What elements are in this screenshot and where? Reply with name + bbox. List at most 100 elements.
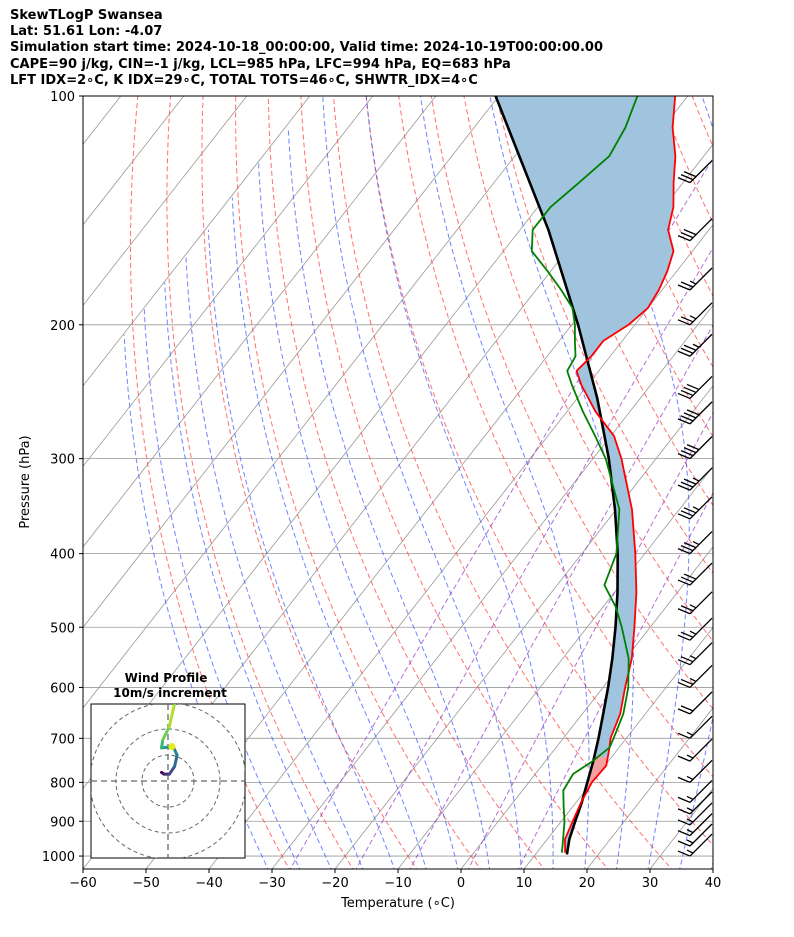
wind-barb xyxy=(677,302,713,326)
barb-staff xyxy=(689,467,713,491)
barb-staff xyxy=(689,562,713,586)
moist-adiabat xyxy=(123,334,269,869)
chart-title: SkewTLogP Swansea xyxy=(10,8,163,23)
wind-barb xyxy=(677,218,713,242)
barb-flag xyxy=(680,705,694,712)
barb-flag xyxy=(680,174,694,181)
y-tick-label: 1000 xyxy=(42,850,75,865)
wind-barb xyxy=(677,375,713,400)
x-tick-label: −40 xyxy=(195,876,222,891)
barb-flag xyxy=(683,386,697,394)
barb-half-flag xyxy=(689,280,697,285)
barb-staff xyxy=(689,802,713,826)
hodograph-plot xyxy=(91,704,245,858)
wind-barb xyxy=(677,833,713,857)
barb-staff xyxy=(689,333,713,357)
location-text: Lat: 51.61 Lon: -4.07 xyxy=(10,24,163,39)
fill-layer xyxy=(495,96,676,853)
wind-barb xyxy=(677,436,713,460)
wind-barb xyxy=(677,759,713,783)
barb-flag xyxy=(680,232,694,239)
barb-staff xyxy=(689,833,713,857)
y-tick-label: 300 xyxy=(50,453,75,468)
wind-barb xyxy=(677,642,713,666)
barb-staff xyxy=(689,218,713,242)
wind-barb xyxy=(677,791,713,815)
barb-flag xyxy=(677,819,691,826)
isotherm-line xyxy=(397,465,713,869)
barb-flag xyxy=(683,573,697,580)
dry-adiabat xyxy=(659,96,713,224)
barb-flag xyxy=(677,608,691,615)
barb-half-flag xyxy=(686,795,694,800)
barb-staff xyxy=(689,738,713,762)
barb-flag xyxy=(683,412,697,419)
barb-flag xyxy=(680,450,694,457)
mixing-ratio-line xyxy=(409,324,713,869)
barb-flag xyxy=(677,808,691,815)
barb-staff xyxy=(689,375,713,399)
temperature-profile-line xyxy=(564,96,677,853)
wind-barb xyxy=(677,160,713,184)
barb-flag xyxy=(677,418,691,425)
barb-flag xyxy=(677,579,691,586)
wind-barb xyxy=(677,496,713,520)
moist-adiabat xyxy=(580,96,690,869)
wind-barb xyxy=(677,531,713,555)
x-axis-label: Temperature (∘C) xyxy=(340,896,455,911)
wind-barb xyxy=(677,813,713,837)
barb-flag xyxy=(677,235,691,242)
dry-adiabat xyxy=(495,96,713,575)
barb-flag xyxy=(677,453,691,460)
barb-half-flag xyxy=(692,343,700,348)
barb-half-flag xyxy=(689,630,697,635)
wind-barb xyxy=(677,401,713,425)
dry-adiabat xyxy=(718,79,794,872)
axes: −60 −50 −40 −30 −20 −10 0 10 20 30 40 100 200 300 400 5… xyxy=(42,90,721,891)
y-tick-label: 800 xyxy=(50,776,75,791)
wind-barb xyxy=(677,267,713,291)
mixing-ratio-line xyxy=(289,157,713,869)
barb-staff xyxy=(689,401,713,425)
hodograph-segment xyxy=(170,704,176,717)
barb-staff xyxy=(689,813,713,837)
dry-adiabat xyxy=(365,96,713,846)
isotherm-line xyxy=(208,224,713,869)
wind-barbs xyxy=(677,160,713,857)
y-tick-label: 600 xyxy=(50,681,75,696)
y-tick-label: 100 xyxy=(50,90,75,105)
wind-barb xyxy=(677,664,713,689)
isotherm-line xyxy=(83,96,311,387)
moist-adiabat xyxy=(143,307,301,869)
barb-staff xyxy=(689,531,713,555)
barb-flag xyxy=(680,605,694,612)
indices-text-1: CAPE=90 j/kg, CIN=-1 j/kg, LCL=985 hPa, … xyxy=(10,57,511,72)
barb-staff xyxy=(689,791,713,815)
barb-flag xyxy=(677,796,691,804)
y-tick-label: 700 xyxy=(50,732,75,747)
x-tick-label: 10 xyxy=(516,876,533,891)
moist-adiabat xyxy=(365,96,554,869)
barb-flag xyxy=(683,229,697,236)
isotherm-line xyxy=(271,304,713,869)
barb-half-flag xyxy=(686,829,694,834)
moist-adiabat xyxy=(322,96,522,869)
wind-barb xyxy=(677,591,713,615)
hodograph-segment xyxy=(161,725,171,742)
cape-area xyxy=(495,96,676,853)
barb-flag xyxy=(686,409,700,416)
hodograph-segment xyxy=(167,765,177,776)
barb-half-flag xyxy=(686,849,694,854)
hodograph-subtitle: 10m/s increment xyxy=(113,686,227,700)
dry-adiabat xyxy=(750,79,794,872)
isotherm-line xyxy=(83,96,437,548)
barb-flag xyxy=(677,177,691,184)
barb-flag xyxy=(686,383,700,391)
barb-staff xyxy=(689,591,713,615)
barb-half-flag xyxy=(692,477,700,482)
moist-adiabat xyxy=(420,96,590,869)
barb-flag xyxy=(677,284,691,291)
barb-flag xyxy=(686,444,700,451)
barb-flag xyxy=(680,544,694,552)
